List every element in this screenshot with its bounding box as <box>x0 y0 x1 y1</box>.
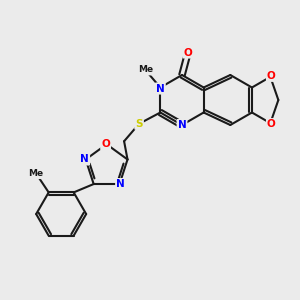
Text: S: S <box>135 119 143 129</box>
Text: N: N <box>178 120 186 130</box>
Text: O: O <box>267 119 276 129</box>
Text: Me: Me <box>28 169 44 178</box>
Text: N: N <box>156 83 165 94</box>
Text: N: N <box>116 179 125 189</box>
Text: O: O <box>184 47 192 58</box>
Text: N: N <box>80 154 89 164</box>
Text: Me: Me <box>138 65 153 74</box>
Text: O: O <box>267 71 276 81</box>
Text: O: O <box>101 139 110 149</box>
